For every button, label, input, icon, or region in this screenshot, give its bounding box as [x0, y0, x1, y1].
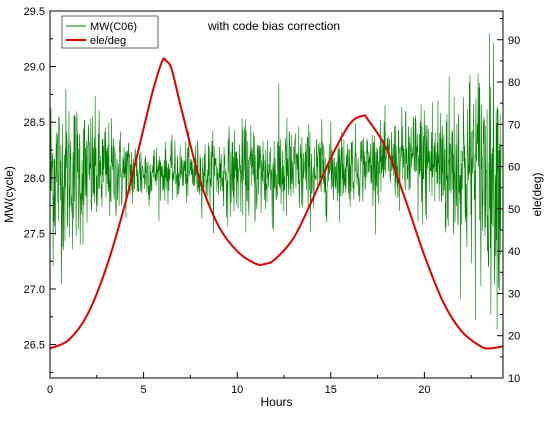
y-left-tick-label: 28.0 [24, 173, 45, 185]
y-left-tick-label: 27.5 [24, 228, 45, 240]
x-tick-label: 10 [231, 384, 243, 396]
y-right-tick-label: 60 [508, 162, 520, 174]
y-right-tick-label: 20 [508, 331, 520, 343]
y-left-tick-label: 26.5 [24, 340, 45, 352]
legend-label-mw: MW(C06) [90, 21, 137, 33]
x-tick-label: 0 [47, 384, 53, 396]
x-tick-label: 20 [418, 384, 430, 396]
x-tick-label: 15 [325, 384, 337, 396]
mw-series-line [49, 33, 502, 330]
y-left-tick-label: 27.0 [24, 284, 45, 296]
y-right-tick-label: 90 [508, 35, 520, 47]
y-left-tick-label: 29.5 [24, 6, 45, 18]
plot-frame [49, 10, 504, 379]
x-tick-label: 5 [141, 384, 147, 396]
ele-series-line [49, 57, 504, 350]
y-right-tick-label: 50 [508, 204, 520, 216]
mw-series-group [49, 33, 502, 330]
ele-series-group [49, 57, 504, 350]
y-axis-left-title: MW(cycle) [2, 166, 16, 223]
y-right-tick-label: 10 [508, 373, 520, 385]
y-right-tick-label: 80 [508, 77, 520, 89]
y-right-tick-label: 40 [508, 246, 520, 258]
y-right-tick-label: 30 [508, 288, 520, 300]
axis-ticks-group: 0 5 10 15 20 26.5 27.0 27.5 28.0 28.5 29.0 29.5 10 20… [24, 6, 521, 396]
x-axis-title: Hours [260, 395, 292, 409]
y-axis-right-title: ele(deg) [530, 172, 544, 216]
y-left-tick-label: 29.0 [24, 62, 45, 74]
legend-label-ele: ele/deg [90, 35, 126, 47]
y-right-tick-label: 70 [508, 119, 520, 131]
legend: MW(C06) ele/deg [61, 15, 159, 49]
legend-box [61, 15, 159, 49]
chart-annotation: with code bias correction [207, 19, 340, 33]
y-left-tick-label: 28.5 [24, 117, 45, 129]
